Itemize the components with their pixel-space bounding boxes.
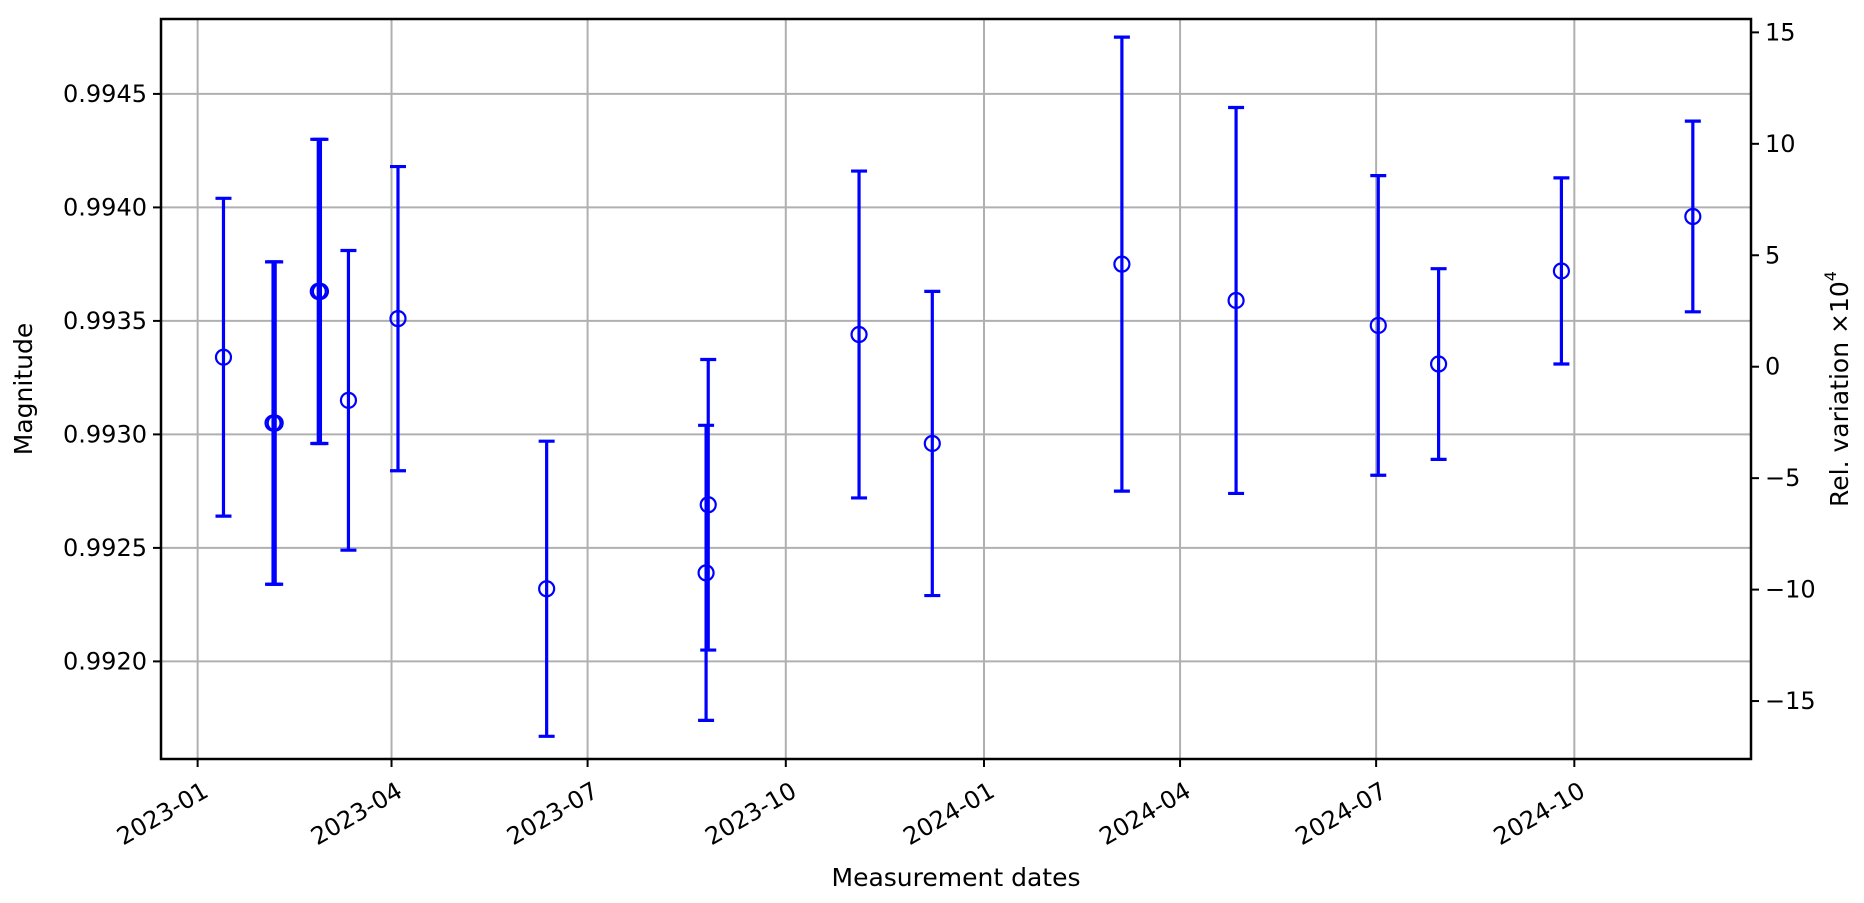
data-point [389, 164, 407, 473]
x-tick-label: 2023-10 [700, 776, 801, 850]
data-point [1684, 119, 1702, 314]
x-axis-label: Measurement dates [832, 863, 1081, 892]
data-marker [1113, 255, 1131, 273]
data-point [266, 260, 284, 586]
data-marker [339, 391, 358, 409]
grid-lines [161, 19, 1751, 759]
y-tick-label: 0.9925 [63, 534, 147, 562]
y-tick-label: 0.9945 [63, 80, 147, 108]
data-marker [214, 348, 233, 366]
y-tick-label: 0.9940 [63, 193, 147, 221]
y-axis-right-label-text: Rel. variation ×10 [1825, 281, 1854, 507]
data-point [699, 357, 717, 652]
y-axis-right-label: Rel. variation ×104 [1821, 271, 1854, 507]
data-point [1430, 267, 1448, 461]
data-marker [850, 325, 868, 344]
data-point [1369, 174, 1387, 477]
data-point [311, 137, 330, 446]
data-marker [1684, 207, 1702, 226]
y-tick-label: 0.9930 [63, 420, 147, 448]
x-tick-label: 2024-07 [1291, 776, 1392, 850]
x-tick-label: 2024-04 [1095, 776, 1196, 850]
data-marker [1552, 262, 1571, 280]
data-point [697, 423, 715, 723]
data-marker [1227, 291, 1245, 310]
x-tick-label: 2023-01 [112, 776, 213, 850]
data-point [1552, 176, 1571, 366]
data-marker [1430, 355, 1448, 373]
y-right-tick-label: −5 [1765, 464, 1800, 492]
y-right-tick-label: 10 [1765, 130, 1796, 158]
data-point [538, 439, 556, 738]
data-point [214, 196, 233, 518]
y-tick-label: 0.9935 [63, 307, 147, 335]
data-marker [538, 580, 556, 598]
data-point [1113, 35, 1131, 493]
y-right-tick-label: 0 [1765, 353, 1780, 381]
x-tick-label: 2024-10 [1489, 776, 1590, 850]
data-marker [1369, 316, 1387, 335]
data-point [923, 289, 941, 598]
data-marker [389, 310, 407, 328]
data-marker [923, 434, 941, 453]
y-right-tick-label: −15 [1765, 687, 1816, 715]
x-tick-label: 2024-01 [899, 776, 1000, 850]
y-axis-label: Magnitude [9, 323, 38, 455]
data-point [1227, 105, 1245, 496]
x-tick-label: 2023-04 [306, 776, 407, 850]
y-tick-label: 0.9920 [63, 647, 147, 675]
y-right-tick-label: −10 [1765, 576, 1816, 604]
x-tick-label: 2023-07 [502, 776, 603, 850]
y-right-tick-label: 5 [1765, 241, 1780, 269]
y-axis-right-label-exponent: 4 [1821, 271, 1840, 281]
data-marker [311, 282, 330, 300]
y-right-tick-label: 15 [1765, 18, 1796, 46]
plot-frame [159, 17, 1753, 761]
data-point [850, 169, 868, 500]
data-series [214, 35, 1702, 738]
data-marker [697, 564, 715, 582]
data-marker [266, 414, 284, 432]
data-point [339, 248, 358, 552]
data-marker [699, 496, 717, 514]
